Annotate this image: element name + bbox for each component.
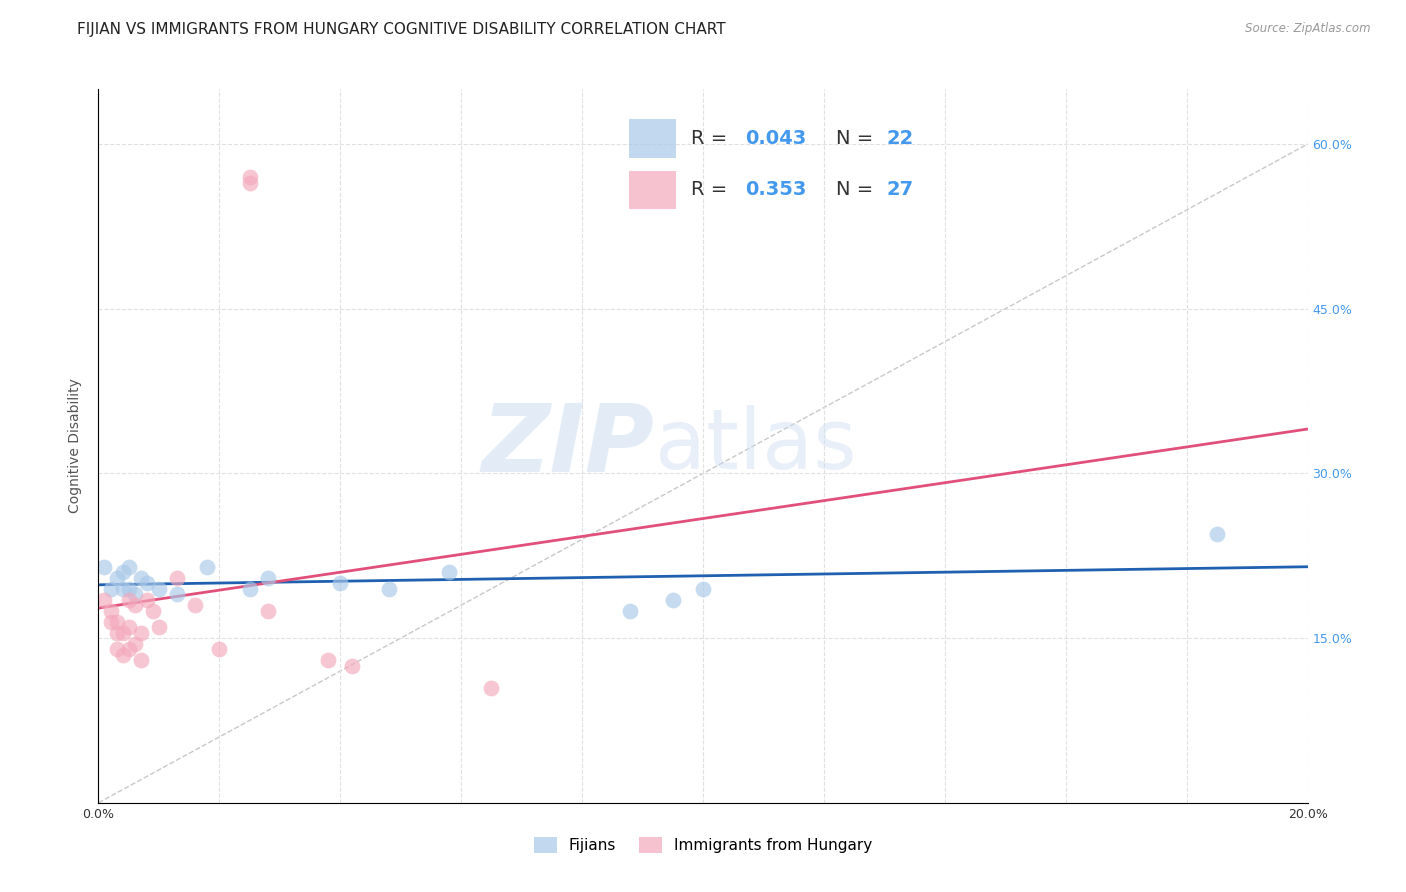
Point bbox=[135, 592, 157, 607]
Point bbox=[105, 615, 128, 629]
Y-axis label: Cognitive Disability: Cognitive Disability bbox=[69, 378, 83, 514]
Point bbox=[111, 582, 134, 596]
Point bbox=[129, 625, 152, 640]
Point bbox=[166, 587, 188, 601]
Text: atlas: atlas bbox=[655, 406, 856, 486]
Point bbox=[481, 681, 503, 695]
Point bbox=[105, 642, 128, 657]
Point bbox=[124, 637, 146, 651]
Point bbox=[316, 653, 339, 667]
Point bbox=[142, 604, 165, 618]
Point bbox=[118, 559, 141, 574]
Text: FIJIAN VS IMMIGRANTS FROM HUNGARY COGNITIVE DISABILITY CORRELATION CHART: FIJIAN VS IMMIGRANTS FROM HUNGARY COGNIT… bbox=[77, 22, 725, 37]
Point bbox=[105, 625, 128, 640]
Point bbox=[118, 620, 141, 634]
Point bbox=[124, 598, 146, 612]
Point bbox=[342, 658, 364, 673]
Point bbox=[129, 653, 152, 667]
Point bbox=[111, 648, 134, 662]
Point bbox=[166, 571, 188, 585]
Text: ZIP: ZIP bbox=[482, 400, 655, 492]
Text: Source: ZipAtlas.com: Source: ZipAtlas.com bbox=[1246, 22, 1371, 36]
Point bbox=[129, 571, 152, 585]
Point bbox=[100, 604, 122, 618]
Point bbox=[1206, 526, 1229, 541]
Legend: Fijians, Immigrants from Hungary: Fijians, Immigrants from Hungary bbox=[527, 831, 879, 859]
Point bbox=[195, 559, 218, 574]
Point bbox=[619, 604, 641, 618]
Point bbox=[239, 169, 262, 184]
Point bbox=[124, 587, 146, 601]
Point bbox=[118, 592, 141, 607]
Point bbox=[148, 582, 170, 596]
Point bbox=[239, 582, 262, 596]
Point bbox=[184, 598, 207, 612]
Point bbox=[256, 571, 278, 585]
Point bbox=[111, 625, 134, 640]
Point bbox=[93, 559, 115, 574]
Point bbox=[256, 604, 278, 618]
Point bbox=[208, 642, 231, 657]
Point bbox=[437, 566, 460, 580]
Point bbox=[118, 582, 141, 596]
Point bbox=[111, 566, 134, 580]
Point bbox=[239, 176, 262, 190]
Point bbox=[661, 592, 683, 607]
Point bbox=[93, 592, 115, 607]
Point bbox=[100, 582, 122, 596]
Point bbox=[118, 642, 141, 657]
Point bbox=[692, 582, 714, 596]
Point bbox=[100, 615, 122, 629]
Point bbox=[377, 582, 399, 596]
Point bbox=[148, 620, 170, 634]
Point bbox=[135, 576, 157, 591]
Point bbox=[329, 576, 352, 591]
Point bbox=[105, 571, 128, 585]
